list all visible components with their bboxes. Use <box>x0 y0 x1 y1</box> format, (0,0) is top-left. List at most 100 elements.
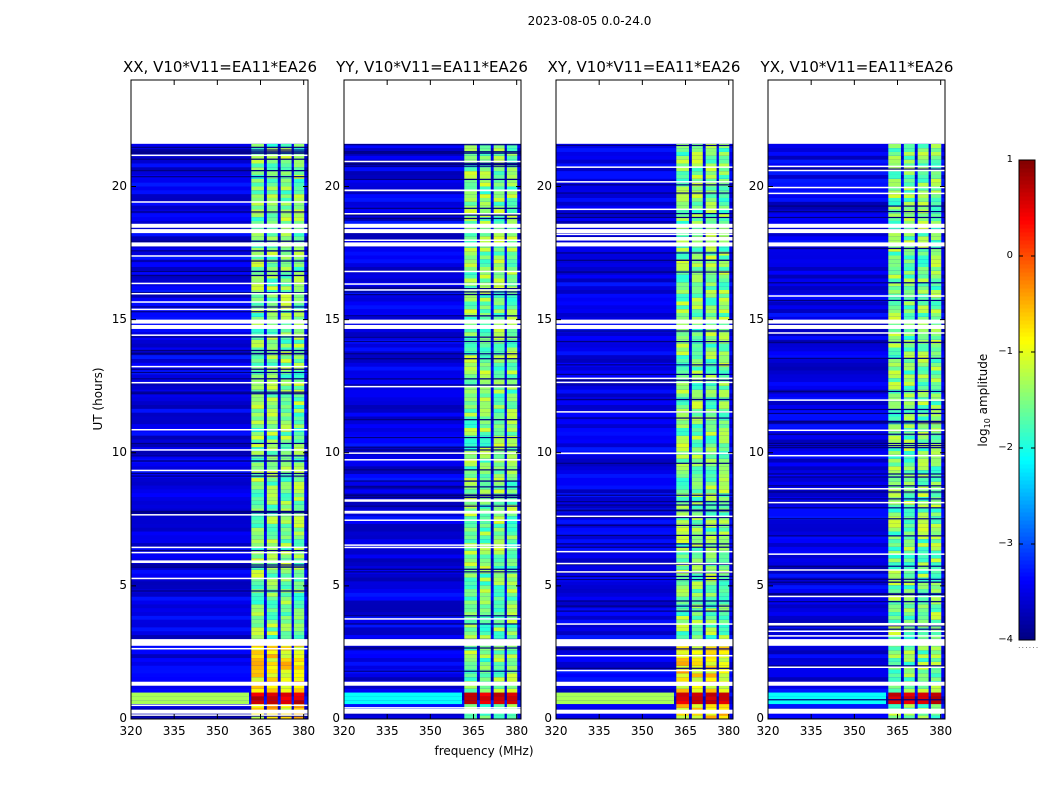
row-background <box>344 607 521 613</box>
band-cell <box>493 255 505 260</box>
band-cell <box>266 339 278 344</box>
band-cell <box>493 304 505 310</box>
band-cell <box>903 661 915 666</box>
band-cell <box>493 193 505 198</box>
band-cell <box>903 316 915 321</box>
band-cell <box>479 496 491 501</box>
band-cell <box>705 557 717 563</box>
band-cell <box>251 649 264 655</box>
band-cell <box>705 661 717 666</box>
band-cell <box>280 580 292 586</box>
row-background <box>556 573 733 578</box>
dark-flag-line <box>556 417 733 419</box>
row-background <box>131 143 308 149</box>
band-cell <box>493 235 505 241</box>
band-cell <box>917 327 929 333</box>
band-cell <box>705 301 717 306</box>
row-background <box>556 488 733 494</box>
band-cell <box>293 688 305 693</box>
colorbar-segment <box>1019 424 1035 429</box>
band-cell <box>266 262 278 267</box>
band-cell <box>691 634 703 639</box>
row-background <box>344 653 521 659</box>
row-background <box>131 366 308 371</box>
row-background <box>768 454 945 459</box>
band-cell <box>676 580 689 586</box>
band-cell <box>464 358 477 363</box>
band-cell <box>266 220 278 225</box>
band-cell <box>506 554 518 559</box>
row-background <box>131 611 308 616</box>
band-cell <box>917 695 929 701</box>
band-cell <box>464 255 477 260</box>
row-background <box>131 381 308 386</box>
colorbar-segment <box>1019 256 1035 261</box>
band-cell <box>493 630 505 636</box>
row-background <box>768 458 945 463</box>
row-background <box>131 573 308 578</box>
row-background <box>344 546 521 551</box>
band-cell <box>676 178 689 183</box>
gap-line <box>768 624 945 626</box>
colorbar-tick-label: −1 <box>998 346 1013 357</box>
band-cell <box>506 630 518 636</box>
x-tick-label: 380 <box>505 724 529 738</box>
band-cell <box>705 189 717 195</box>
band-cell <box>293 327 305 333</box>
gap-line <box>344 500 521 502</box>
band-cell <box>718 343 730 348</box>
band-cell <box>903 523 915 528</box>
band-cell <box>691 331 703 336</box>
row-background <box>768 404 945 409</box>
band-cell <box>888 235 901 241</box>
band-cell <box>464 715 477 719</box>
band-cell <box>718 465 730 471</box>
band-cell <box>251 492 264 498</box>
band-cell <box>251 408 264 413</box>
band-cell <box>705 619 717 624</box>
band-cell <box>718 239 730 244</box>
row-background <box>131 312 308 317</box>
band-cell <box>506 619 518 624</box>
band-cell <box>506 703 518 708</box>
band-cell <box>293 715 305 719</box>
band-cell <box>691 684 703 689</box>
row-background <box>556 465 733 471</box>
row-background <box>344 462 521 467</box>
row-background <box>556 619 733 624</box>
colorbar-segment <box>1019 296 1035 301</box>
band-cell <box>251 611 264 616</box>
dark-flag-line <box>556 330 733 332</box>
band-cell <box>930 485 942 490</box>
band-cell <box>705 186 717 191</box>
band-cell <box>506 688 518 693</box>
band-cell <box>888 611 901 616</box>
band-cell <box>293 665 305 670</box>
band-cell <box>930 304 942 310</box>
band-cell <box>479 308 491 313</box>
band-cell <box>493 538 505 544</box>
band-cell <box>493 481 505 486</box>
row-background <box>344 538 521 544</box>
band-cell <box>280 542 292 547</box>
flagged-gap <box>131 229 308 234</box>
band-cell <box>930 661 942 666</box>
band-cell <box>930 312 942 317</box>
band-cell <box>506 358 518 363</box>
band-cell <box>506 665 518 670</box>
band-cell <box>479 370 491 375</box>
colorbar-segment <box>1019 356 1035 361</box>
band-cell <box>691 661 703 666</box>
row-background <box>556 370 733 375</box>
gap-line <box>131 308 308 311</box>
band-cell <box>888 278 901 283</box>
band-cell <box>479 274 491 279</box>
band-cell <box>479 304 491 310</box>
band-cell <box>676 408 689 413</box>
dark-flag-line <box>556 605 733 607</box>
band-cell <box>903 354 915 360</box>
band-cell <box>888 170 901 175</box>
band-cell <box>251 362 264 367</box>
band-cell <box>493 584 505 590</box>
